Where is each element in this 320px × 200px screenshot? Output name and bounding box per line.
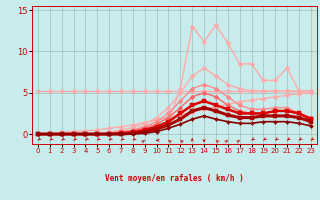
X-axis label: Vent moyen/en rafales ( km/h ): Vent moyen/en rafales ( km/h ) [105,174,244,183]
